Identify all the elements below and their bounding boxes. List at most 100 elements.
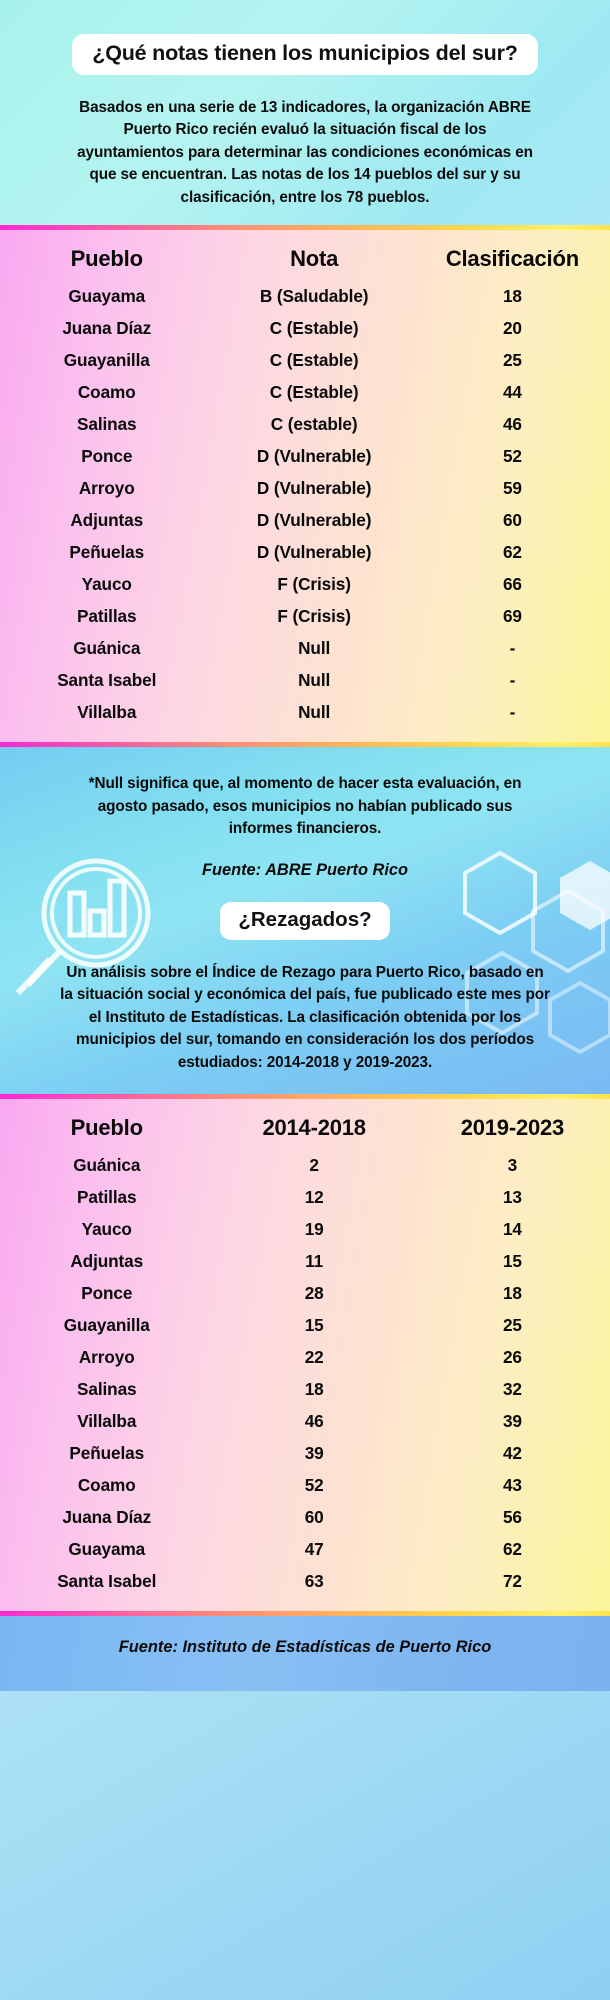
cell-rank: - — [509, 701, 516, 722]
table-row: Yauco F (Crisis) 66 — [0, 568, 610, 600]
cell-town: Villalba — [77, 1410, 137, 1431]
cell-p1: 60 — [304, 1506, 324, 1527]
cell-rank: 46 — [502, 413, 522, 434]
cell-town: Guánica — [73, 637, 141, 658]
table-row: Salinas C (estable) 46 — [0, 408, 610, 440]
cell-p1: 2 — [309, 1154, 319, 1175]
table-row: Arroyo D (Vulnerable) 59 — [0, 472, 610, 504]
section2-title-wrap: ¿Rezagados? — [0, 901, 610, 940]
col-header-pueblo-2: Pueblo — [70, 1115, 143, 1141]
cell-rank: 69 — [502, 605, 522, 626]
table-row: Guayanilla C (Estable) 25 — [0, 344, 610, 376]
cell-town: Patillas — [77, 1186, 137, 1207]
divider-rainbow-3 — [0, 1094, 610, 1100]
cell-town: Ponce — [81, 445, 133, 466]
cell-p2: 15 — [502, 1250, 522, 1271]
cell-town: Salinas — [77, 413, 137, 434]
col-header-clasificacion: Clasificación — [445, 246, 579, 272]
cell-grade: Null — [298, 637, 331, 658]
null-footnote: *Null significa que, al momento de hacer… — [88, 775, 522, 838]
cell-p2: 72 — [502, 1570, 522, 1591]
table-row: Guánica 2 3 — [0, 1149, 610, 1181]
cell-rank: 52 — [502, 445, 522, 466]
table-row: Patillas 12 13 — [0, 1181, 610, 1213]
cell-p2: 3 — [507, 1154, 518, 1175]
table2-section: Pueblo 2014-2018 2019-2023 Guánica 2 3 Pat… — [0, 1099, 610, 1612]
grades-table: Pueblo Nota Clasificación Guayama B (Salu… — [0, 240, 610, 728]
cell-p1: 22 — [304, 1346, 324, 1367]
cell-town: Arroyo — [78, 477, 135, 498]
cell-town: Guayama — [68, 285, 146, 306]
table-row: Santa Isabel 63 72 — [0, 1565, 610, 1597]
table-header-row: Pueblo Nota Clasificación — [0, 240, 610, 280]
cell-grade: Null — [298, 701, 331, 722]
cell-town: Villalba — [77, 701, 137, 722]
cell-p1: 46 — [304, 1410, 324, 1431]
cell-rank: - — [509, 669, 516, 690]
cell-p1: 52 — [304, 1474, 324, 1495]
cell-p2: 62 — [502, 1538, 522, 1559]
page-title: ¿Qué notas tienen los municipios del sur… — [72, 34, 538, 75]
divider-rainbow-4 — [0, 1611, 610, 1617]
table-row: Guánica Null - — [0, 632, 610, 664]
table-row: Villalba Null - — [0, 696, 610, 728]
footer-section: Fuente: Instituto de Estadísticas de Pue… — [0, 1616, 610, 1692]
table-header-row: Pueblo 2014-2018 2019-2023 — [0, 1109, 610, 1149]
cell-rank: 44 — [502, 381, 522, 402]
cell-town: Guayanilla — [63, 1314, 150, 1335]
cell-p1: 47 — [304, 1538, 324, 1559]
cell-p1: 15 — [304, 1314, 324, 1335]
divider-rainbow-1 — [0, 225, 610, 231]
divider-rainbow-2 — [0, 742, 610, 748]
table-row: Adjuntas D (Vulnerable) 60 — [0, 504, 610, 536]
cell-town: Arroyo — [78, 1346, 135, 1367]
cell-p1: 39 — [304, 1442, 324, 1463]
table-row: Arroyo 22 26 — [0, 1341, 610, 1373]
cell-grade: B (Saludable) — [259, 285, 369, 306]
rezago-table-body: Guánica 2 3 Patillas 12 13 Yauco 19 14 Adjunta… — [0, 1149, 610, 1597]
cell-p2: 25 — [502, 1314, 522, 1335]
intro-section: ¿Qué notas tienen los municipios del sur… — [0, 0, 610, 226]
cell-town: Santa Isabel — [57, 1570, 157, 1591]
table-row: Ponce D (Vulnerable) 52 — [0, 440, 610, 472]
cell-grade: F (Crisis) — [277, 605, 351, 626]
cell-rank: 66 — [502, 573, 522, 594]
table-row: Santa Isabel Null - — [0, 664, 610, 696]
cell-p1: 18 — [304, 1378, 324, 1399]
cell-p2: 32 — [502, 1378, 522, 1399]
section2-title: ¿Rezagados? — [220, 901, 390, 940]
table-row: Coamo C (Estable) 44 — [0, 376, 610, 408]
cell-town: Peñuelas — [69, 541, 145, 562]
cell-p1: 11 — [305, 1250, 324, 1271]
table-row: Juana Díaz C (Estable) 20 — [0, 312, 610, 344]
cell-town: Adjuntas — [70, 509, 144, 530]
cell-town: Yauco — [81, 1218, 132, 1239]
cell-town: Juana Díaz — [62, 317, 152, 338]
cell-town: Peñuelas — [69, 1442, 145, 1463]
cell-town: Guayanilla — [63, 349, 150, 370]
cell-p2: 18 — [502, 1282, 522, 1303]
rezago-table: Pueblo 2014-2018 2019-2023 Guánica 2 3 Pat… — [0, 1109, 610, 1597]
cell-grade: D (Vulnerable) — [256, 509, 372, 530]
cell-rank: - — [509, 637, 516, 658]
cell-p1: 28 — [304, 1282, 324, 1303]
cell-town: Patillas — [77, 605, 137, 626]
cell-town: Yauco — [81, 573, 132, 594]
cell-town: Salinas — [77, 1378, 137, 1399]
cell-p2: 13 — [502, 1186, 522, 1207]
table-row: Ponce 28 18 — [0, 1277, 610, 1309]
cell-p1: 12 — [304, 1186, 324, 1207]
cell-p2: 26 — [502, 1346, 522, 1367]
grades-table-body: Guayama B (Saludable) 18 Juana Díaz C (Esta… — [0, 280, 610, 728]
cell-rank: 20 — [502, 317, 522, 338]
section2-paragraph: Un análisis sobre el Índice de Rezago pa… — [60, 963, 550, 1071]
intro-paragraph: Basados en una serie de 13 indicadores, … — [77, 99, 533, 206]
table1-section: Pueblo Nota Clasificación Guayama B (Salu… — [0, 230, 610, 743]
cell-town: Guayama — [68, 1538, 146, 1559]
cell-grade: C (Estable) — [269, 317, 359, 338]
source-instituto: Fuente: Instituto de Estadísticas de Pue… — [118, 1638, 492, 1657]
col-header-period-2: 2019-2023 — [460, 1115, 565, 1141]
intro-title-wrap: ¿Qué notas tienen los municipios del sur… — [0, 34, 610, 75]
cell-town: Guánica — [73, 1154, 141, 1175]
